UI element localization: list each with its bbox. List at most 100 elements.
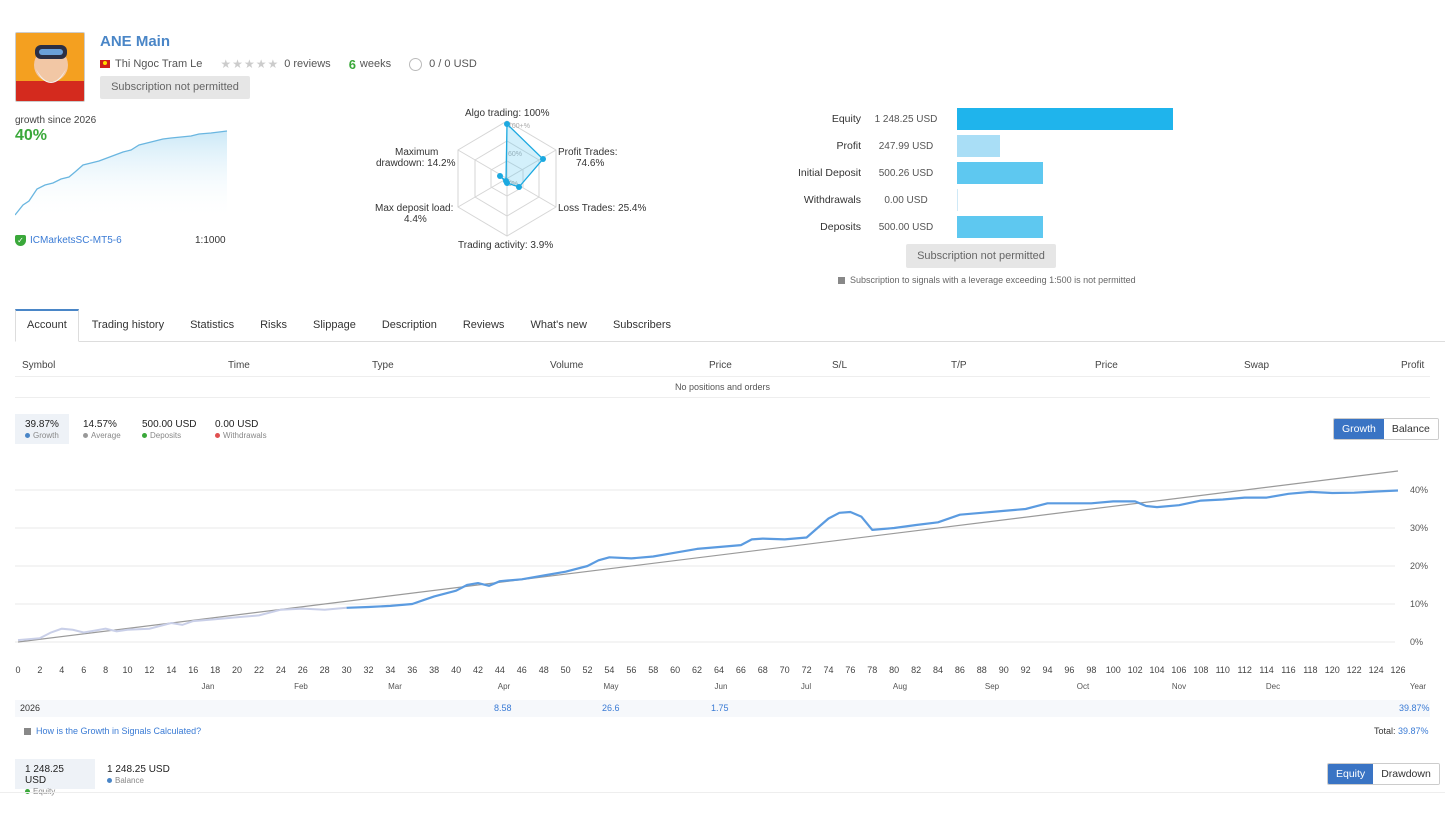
bar-label: Profit bbox=[836, 140, 861, 152]
column-header[interactable]: Price bbox=[1095, 360, 1118, 371]
tab-statistics[interactable]: Statistics bbox=[190, 319, 235, 331]
month-label: Nov bbox=[1172, 682, 1186, 691]
bar bbox=[957, 162, 1044, 184]
bar bbox=[957, 189, 958, 211]
growth-percent: 40% bbox=[15, 127, 48, 144]
stat-growth[interactable]: 39.87% Growth bbox=[15, 414, 69, 444]
x-tick-label: 58 bbox=[648, 665, 658, 675]
x-tick-label: 92 bbox=[1021, 665, 1031, 675]
jun-growth[interactable]: 1.75 bbox=[711, 703, 729, 713]
tab-reviews[interactable]: Reviews bbox=[462, 319, 505, 331]
reviews-count[interactable]: 0 reviews bbox=[284, 58, 331, 70]
tab-description[interactable]: Description bbox=[381, 319, 437, 331]
y-tick-label: 20% bbox=[1410, 561, 1428, 571]
author-name[interactable]: Thi Ngoc Tram Le bbox=[115, 58, 203, 70]
growth-toggle-button[interactable]: Growth bbox=[1334, 419, 1384, 439]
x-tick-label: 102 bbox=[1128, 665, 1143, 675]
stat-average[interactable]: 14.57% Average bbox=[73, 414, 131, 444]
tab-account[interactable]: Account bbox=[15, 309, 79, 342]
tab-risks[interactable]: Risks bbox=[260, 319, 287, 331]
x-tick-label: 88 bbox=[977, 665, 987, 675]
x-tick-label: 78 bbox=[867, 665, 877, 675]
y-tick-label: 30% bbox=[1410, 523, 1428, 533]
x-tick-label: 0 bbox=[15, 665, 20, 675]
radar-profit-label: Profit Trades: bbox=[558, 147, 618, 158]
radar-load-label: Max deposit load: bbox=[375, 203, 454, 214]
growth-chart: 40%30%20%10%0%0 2 4 6 8 10 12 14 16 18 20 22 24 26 28 3… bbox=[15, 470, 1428, 691]
radar-grid-60: 60% bbox=[508, 151, 522, 158]
x-tick-label: 20 bbox=[232, 665, 242, 675]
month-label: Feb bbox=[294, 682, 308, 691]
equity-toggle-button[interactable]: Equity bbox=[1328, 764, 1374, 784]
equity-stat[interactable]: 1 248.25 USD Equity bbox=[15, 759, 95, 796]
balance-toggle-button[interactable]: Balance bbox=[1383, 419, 1438, 439]
signal-title[interactable]: ANE Main bbox=[100, 33, 171, 50]
info-icon bbox=[24, 727, 31, 735]
month-label: Jun bbox=[715, 682, 728, 691]
tab-subscribers[interactable]: Subscribers bbox=[612, 319, 672, 331]
column-header[interactable]: S/L bbox=[832, 360, 848, 371]
month-label: Aug bbox=[893, 682, 907, 691]
divider bbox=[15, 376, 1430, 377]
x-tick-label: 82 bbox=[911, 665, 921, 675]
drawdown-toggle-button[interactable]: Drawdown bbox=[1373, 764, 1439, 784]
mini-growth-chart bbox=[15, 130, 228, 220]
column-header[interactable]: Time bbox=[228, 360, 250, 371]
stat-withdrawals[interactable]: 0.00 USD Withdrawals bbox=[205, 414, 277, 444]
month-label: Apr bbox=[498, 682, 511, 691]
column-header[interactable]: Profit bbox=[1401, 360, 1425, 371]
x-tick-label: 126 bbox=[1390, 665, 1405, 675]
trend-line bbox=[17, 470, 1399, 643]
growth-balance-toggle: Growth Balance bbox=[1333, 418, 1439, 440]
calc-link-text[interactable]: How is the Growth in Signals Calculated? bbox=[36, 726, 202, 736]
radar-chart: 100+% 60% 0% bbox=[457, 120, 557, 237]
x-tick-label: 122 bbox=[1347, 665, 1362, 675]
bar bbox=[957, 216, 1044, 238]
stat-label: Average bbox=[91, 431, 121, 440]
x-tick-label: 104 bbox=[1150, 665, 1165, 675]
x-tick-label: 80 bbox=[889, 665, 899, 675]
bar-label: Initial Deposit bbox=[797, 167, 861, 179]
x-tick-label: 32 bbox=[363, 665, 373, 675]
broker-link[interactable]: ✓ ICMarketsSC-MT5-6 bbox=[15, 235, 122, 246]
bar-label: Withdrawals bbox=[803, 194, 861, 206]
tab-what-s-new[interactable]: What's new bbox=[530, 319, 587, 331]
x-tick-label: 40 bbox=[451, 665, 461, 675]
bar-value: 247.99 USD bbox=[878, 140, 934, 152]
equity-value: 1 248.25 USD bbox=[25, 764, 64, 786]
may-growth[interactable]: 26.6 bbox=[602, 703, 620, 713]
tab-trading-history[interactable]: Trading history bbox=[91, 319, 165, 331]
broker-name[interactable]: ICMarketsSC-MT5-6 bbox=[30, 235, 122, 246]
tab-slippage[interactable]: Slippage bbox=[313, 319, 356, 331]
column-header[interactable]: Swap bbox=[1244, 360, 1270, 371]
bar bbox=[957, 108, 1173, 130]
column-header[interactable]: Symbol bbox=[22, 360, 56, 371]
column-header[interactable]: Volume bbox=[550, 360, 584, 371]
x-tick-label: 66 bbox=[736, 665, 746, 675]
x-tick-label: 74 bbox=[823, 665, 833, 675]
bar-row: Initial Deposit 500.26 USD bbox=[781, 162, 1181, 184]
stat-label: Growth bbox=[33, 431, 59, 440]
bar-row: Profit 247.99 USD bbox=[781, 135, 1181, 157]
equity-label: Equity bbox=[33, 787, 55, 796]
x-tick-label: 6 bbox=[81, 665, 86, 675]
x-tick-label: 44 bbox=[495, 665, 505, 675]
stat-deposits[interactable]: 500.00 USD Deposits bbox=[132, 414, 206, 444]
column-header[interactable]: Price bbox=[709, 360, 732, 371]
balance-value: 1 248.25 USD bbox=[107, 764, 170, 775]
calc-link[interactable]: How is the Growth in Signals Calculated? bbox=[24, 726, 201, 736]
x-tick-label: 86 bbox=[955, 665, 965, 675]
vietnam-flag-icon bbox=[100, 60, 110, 68]
legend-dot-icon bbox=[83, 433, 88, 438]
column-header[interactable]: Type bbox=[372, 360, 394, 371]
x-tick-label: 38 bbox=[429, 665, 439, 675]
balance-stat[interactable]: 1 248.25 USD Balance bbox=[97, 759, 182, 789]
stat-label: Deposits bbox=[150, 431, 182, 440]
x-tick-label: 18 bbox=[210, 665, 220, 675]
info-icon bbox=[838, 276, 845, 284]
year-row bbox=[15, 700, 1430, 717]
apr-growth[interactable]: 8.58 bbox=[494, 703, 512, 713]
subscribe-button-secondary[interactable]: Subscription not permitted bbox=[906, 244, 1056, 268]
subscribe-button[interactable]: Subscription not permitted bbox=[100, 76, 250, 99]
column-header[interactable]: T/P bbox=[951, 360, 967, 371]
